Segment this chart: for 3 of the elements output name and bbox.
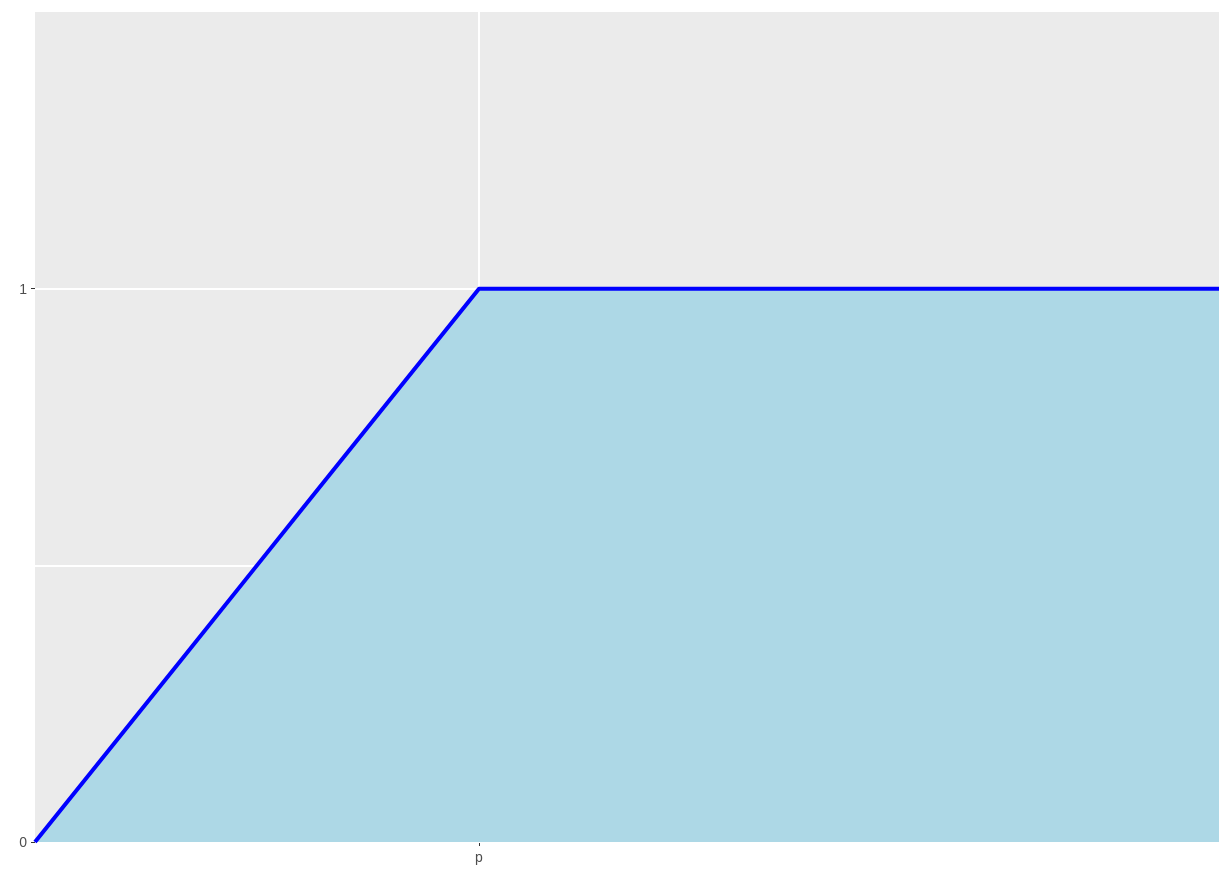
y-tick-label: 1	[19, 280, 28, 297]
y-tick-label: 0	[19, 834, 28, 850]
x-tick-label: p	[475, 849, 484, 865]
